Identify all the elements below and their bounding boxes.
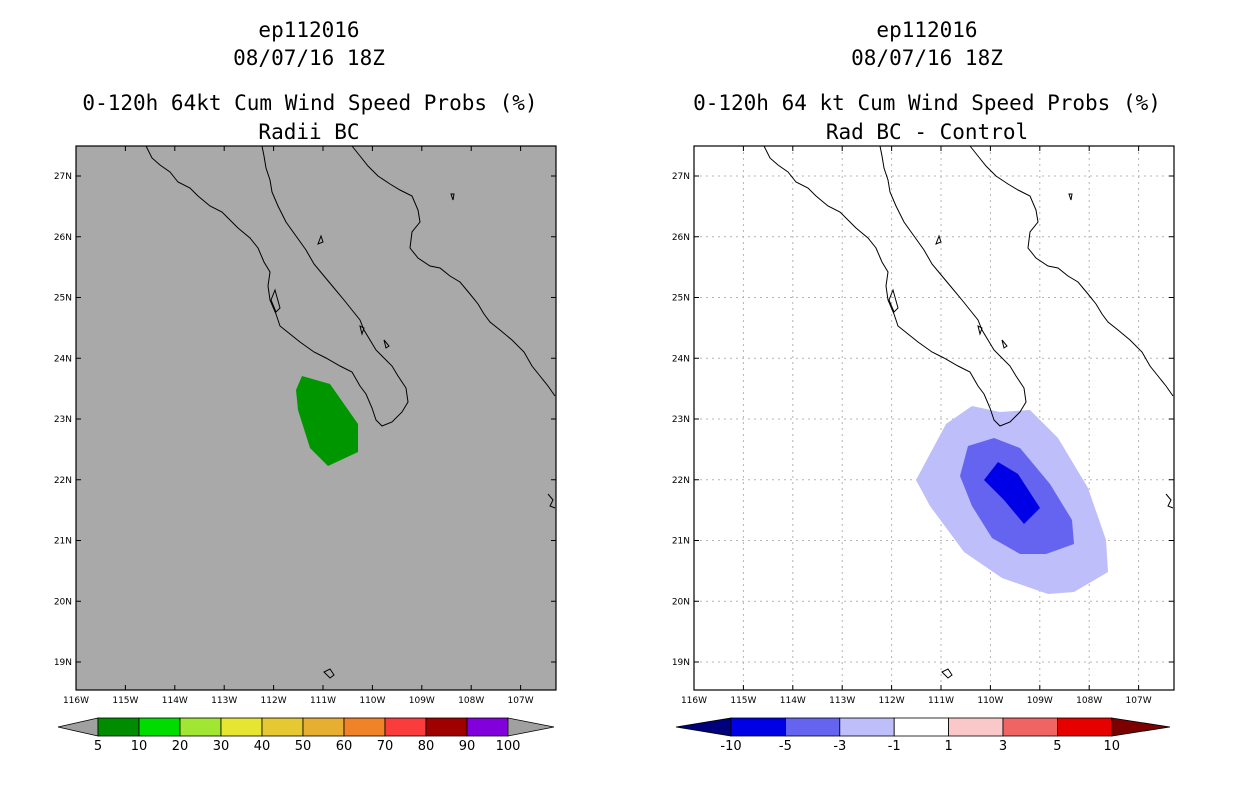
- lon-tick-label: 116W: [63, 696, 89, 706]
- lon-tick-label: 116W: [681, 696, 707, 706]
- lat-tick-label: 23N: [672, 415, 690, 425]
- lat-tick-label: 25N: [672, 294, 690, 304]
- right-date: 08/07/16 18Z: [851, 46, 1003, 70]
- lon-tick-label: 109W: [1027, 696, 1053, 706]
- lat-tick-label: 22N: [672, 476, 690, 486]
- left-subtitle: Radii BC: [258, 120, 360, 144]
- colorbar-swatch: [466, 717, 509, 737]
- colorbar-label: -10: [720, 739, 741, 754]
- right-title: 0-120h 64 kt Cum Wind Speed Probs (%): [693, 91, 1161, 115]
- colorbar-label: 100: [496, 739, 521, 754]
- colorbar-label: 20: [172, 739, 189, 754]
- colorbar-swatch: [302, 717, 345, 737]
- lat-tick-label: 21N: [54, 537, 72, 547]
- lat-tick-label: 25N: [54, 294, 72, 304]
- right-lon-ticks: 116W 115W 114W 113W 112W 111W 110W 109W 108W 107W: [681, 146, 1152, 706]
- colorbar-left-arrow: [675, 717, 732, 737]
- colorbar-swatch: [343, 717, 386, 737]
- colorbar-swatch: [1057, 717, 1113, 737]
- left-colorbar: 5 10 20 30 40 50 60 70 80 90 100: [57, 717, 555, 754]
- colorbar-swatch: [785, 717, 841, 737]
- lat-tick-label: 21N: [672, 537, 690, 547]
- lon-tick-label: 115W: [112, 696, 138, 706]
- lon-tick-label: 113W: [829, 696, 855, 706]
- left-lat-ticks: 27N 26N 25N 24N 23N 22N 21N 20N 19N: [54, 172, 556, 668]
- lon-tick-label: 114W: [162, 696, 188, 706]
- right-lat-ticks: 27N 26N 25N 24N 23N 22N 21N 20N 19N: [672, 172, 1174, 668]
- lat-tick-label: 19N: [54, 658, 72, 668]
- colorbar-swatch: [730, 717, 786, 737]
- colorbar-label: 40: [254, 739, 271, 754]
- lat-tick-label: 20N: [54, 597, 72, 607]
- lat-tick-label: 26N: [54, 233, 72, 243]
- colorbar-swatch: [948, 717, 1004, 737]
- colorbar-label: 5: [1053, 739, 1061, 754]
- lat-tick-label: 27N: [672, 172, 690, 182]
- colorbar-label: 10: [1104, 739, 1121, 754]
- colorbar-swatch: [384, 717, 427, 737]
- left-title: 0-120h 64kt Cum Wind Speed Probs (%): [82, 91, 538, 115]
- right-colorbar: -10 -5 -3 -1 1 3 5 10: [675, 717, 1171, 754]
- lon-tick-label: 113W: [211, 696, 237, 706]
- lat-tick-label: 24N: [672, 354, 690, 364]
- colorbar-label: 70: [377, 739, 394, 754]
- colorbar-label: 50: [295, 739, 312, 754]
- colorbar-swatch: [97, 717, 140, 737]
- colorbar-swatch: [1002, 717, 1058, 737]
- colorbar-swatch: [425, 717, 468, 737]
- colorbar-left-arrow: [57, 717, 99, 737]
- lon-tick-label: 109W: [409, 696, 435, 706]
- colorbar-label: 3: [999, 739, 1007, 754]
- colorbar-label: 80: [418, 739, 435, 754]
- colorbar-swatch: [220, 717, 263, 737]
- colorbar-swatch: [138, 717, 181, 737]
- lon-tick-label: 112W: [261, 696, 287, 706]
- right-map: [693, 145, 1175, 691]
- colorbar-label: 10: [131, 739, 148, 754]
- right-storm-id: ep112016: [876, 18, 978, 42]
- colorbar-label: 90: [459, 739, 476, 754]
- lon-tick-label: 111W: [928, 696, 954, 706]
- lat-tick-label: 24N: [54, 354, 72, 364]
- lon-tick-label: 107W: [1126, 696, 1152, 706]
- colorbar-label: -1: [888, 739, 901, 754]
- lon-tick-label: 108W: [1076, 696, 1102, 706]
- lat-tick-label: 26N: [672, 233, 690, 243]
- left-storm-id: ep112016: [258, 18, 360, 42]
- colorbar-label: -5: [779, 739, 792, 754]
- left-probability-area: [296, 376, 358, 466]
- lat-tick-label: 27N: [54, 172, 72, 182]
- lat-tick-label: 20N: [672, 597, 690, 607]
- lon-tick-label: 112W: [879, 696, 905, 706]
- lon-tick-label: 110W: [359, 696, 385, 706]
- lon-tick-label: 114W: [780, 696, 806, 706]
- lat-tick-label: 23N: [54, 415, 72, 425]
- lon-tick-label: 111W: [310, 696, 336, 706]
- colorbar-swatch: [179, 717, 222, 737]
- lon-tick-label: 115W: [730, 696, 756, 706]
- colorbar-label: -3: [833, 739, 846, 754]
- lat-tick-label: 19N: [672, 658, 690, 668]
- colorbar-right-arrow: [1111, 717, 1171, 737]
- colorbar-label: 5: [94, 739, 102, 754]
- left-lon-ticks: 116W 115W 114W 113W 112W 111W 110W 109W 108W 107W: [63, 146, 534, 706]
- lon-tick-label: 108W: [458, 696, 484, 706]
- colorbar-swatch: [839, 717, 895, 737]
- right-diff-dark: [984, 462, 1040, 524]
- lon-tick-label: 107W: [508, 696, 534, 706]
- left-map: [75, 145, 557, 691]
- colorbar-label: 30: [213, 739, 230, 754]
- lat-tick-label: 22N: [54, 476, 72, 486]
- left-date: 08/07/16 18Z: [233, 46, 385, 70]
- colorbar-label: 1: [944, 739, 952, 754]
- colorbar-swatch: [893, 717, 950, 737]
- colorbar-right-arrow: [507, 717, 555, 737]
- right-map-background: [693, 145, 1175, 691]
- right-subtitle: Rad BC - Control: [825, 120, 1029, 144]
- lon-tick-label: 110W: [977, 696, 1003, 706]
- colorbar-swatch: [261, 717, 304, 737]
- colorbar-label: 60: [336, 739, 353, 754]
